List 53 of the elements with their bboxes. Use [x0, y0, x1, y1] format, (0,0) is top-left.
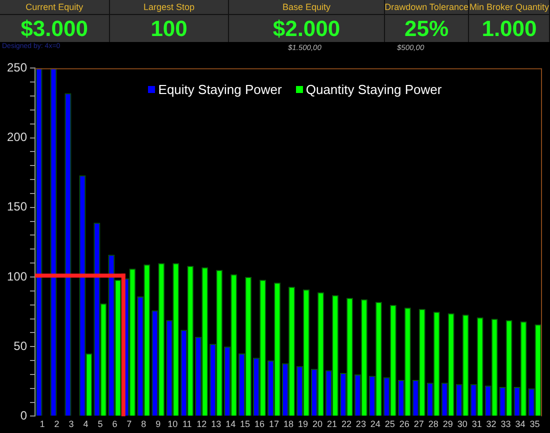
x-tick-label: 13 — [211, 419, 222, 430]
x-tick-label: 4 — [83, 419, 88, 430]
x-tick-label: 8 — [141, 419, 146, 430]
x-tick-label: 5 — [98, 419, 103, 430]
x-tick-label: 6 — [112, 419, 118, 430]
x-tick-label: 30 — [457, 419, 468, 430]
category-label: Largest Stop — [110, 0, 228, 15]
x-tick-label: 20 — [312, 419, 322, 430]
text: 100 — [150, 16, 188, 41]
x-tick-label: 31 — [472, 419, 482, 430]
category-label: Drawdown Tolerance — [384, 0, 468, 15]
x-tick-label: 19 — [298, 419, 308, 430]
x-tick-label: 1 — [40, 419, 45, 430]
x-tick-label: 23 — [356, 419, 366, 430]
legend-label: Quantity Staying Power — [306, 82, 442, 97]
x-tick-label: 16 — [254, 419, 265, 430]
category-label: Current Equity — [0, 0, 109, 15]
text: $3.000 — [20, 16, 88, 41]
x-tick-label: 17 — [269, 419, 280, 430]
y-tick-label: 100 — [6, 269, 28, 284]
text: 25% — [404, 16, 449, 41]
x-tick-label: 14 — [226, 419, 236, 430]
x-tick-label: 2 — [54, 419, 60, 430]
x-tick-label: 28 — [428, 419, 438, 430]
text: 1.000 — [482, 16, 537, 41]
x-tick-label: 35 — [530, 419, 540, 430]
x-tick-label: 12 — [196, 419, 207, 430]
category-label: Base Equity — [229, 0, 384, 15]
x-tick-label: 10 — [168, 419, 178, 430]
x-tick-label: 25 — [384, 419, 395, 430]
x-tick-label: 27 — [414, 419, 424, 430]
y-tick-label: 200 — [6, 130, 28, 144]
category-label: Min Broker Quantity — [469, 0, 549, 15]
x-tick-label: 22 — [341, 419, 352, 430]
x-tick-label: 29 — [442, 419, 453, 430]
x-tick-label: 26 — [399, 419, 410, 430]
x-tick-label: 32 — [486, 419, 496, 430]
x-tick-label: 18 — [284, 419, 294, 430]
x-tick-label: 34 — [515, 419, 526, 430]
x-tick-label: 33 — [500, 419, 511, 430]
x-tick-label: 21 — [326, 419, 337, 430]
y-tick-label: 50 — [14, 338, 28, 353]
x-tick-label: 11 — [182, 419, 192, 430]
x-tick-label: 15 — [240, 419, 250, 430]
x-tick-label: 9 — [156, 419, 161, 430]
y-tick-label: 250 — [6, 60, 28, 75]
y-tick-label: 0 — [20, 408, 28, 423]
text: $2.000 — [272, 16, 340, 41]
x-tick-label: 3 — [68, 419, 74, 430]
y-tick-label: 150 — [6, 200, 28, 214]
legend-label: Equity Staying Power — [158, 82, 282, 97]
x-tick-label: 24 — [370, 419, 380, 430]
x-tick-label: 7 — [126, 419, 132, 430]
